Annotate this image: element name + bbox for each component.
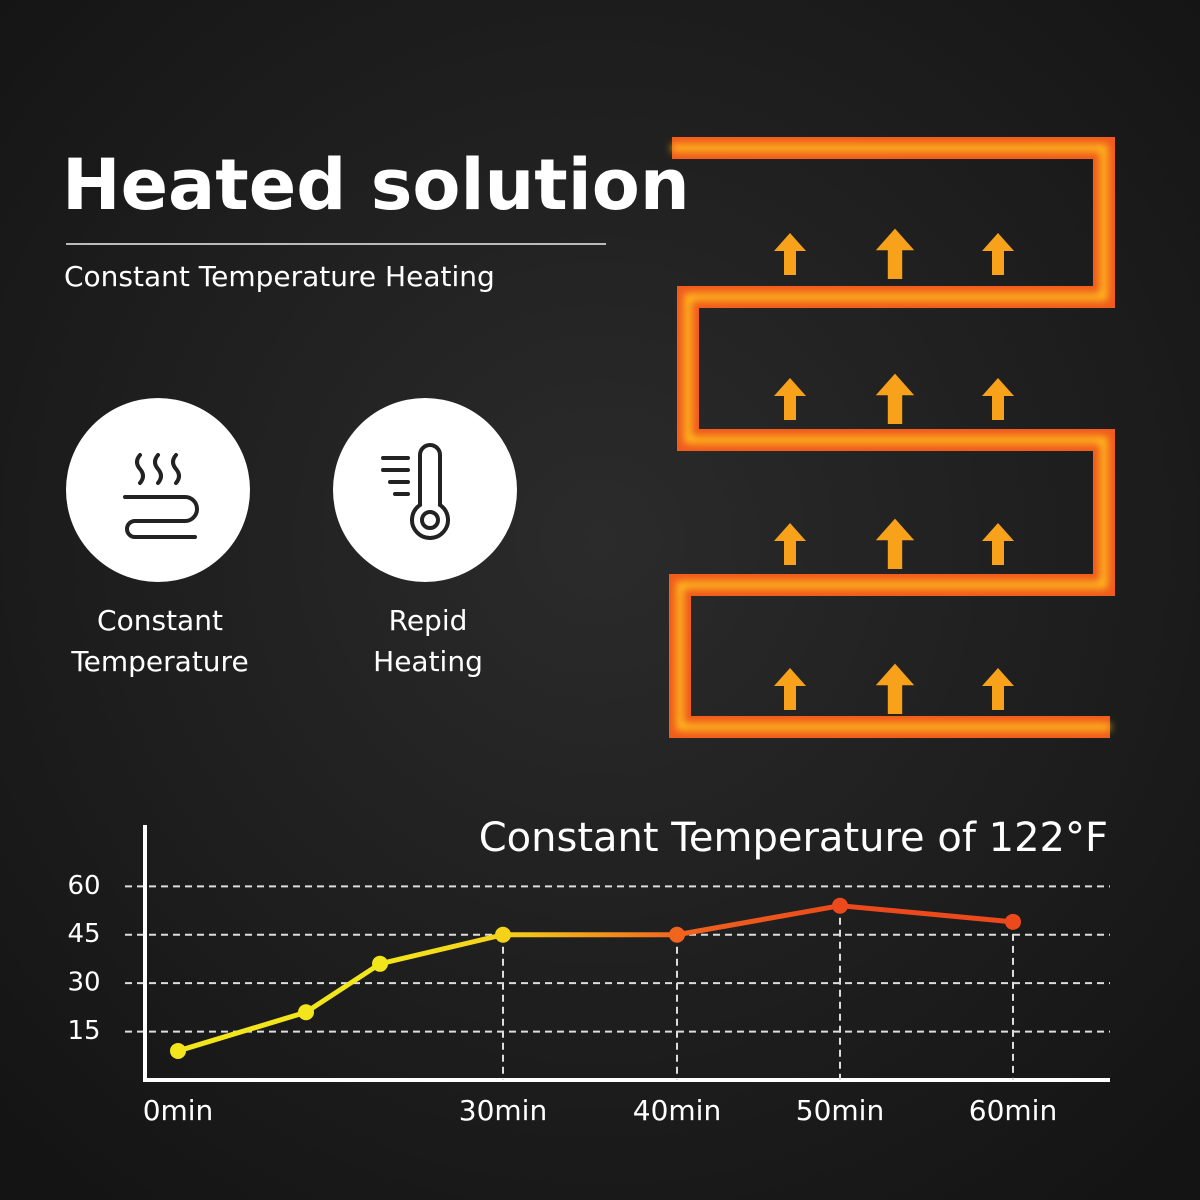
data-point xyxy=(170,1042,186,1059)
heat-arrow xyxy=(982,523,1014,565)
chart: 15 30 45 60 0min 30min 40min 50min 60min xyxy=(67,825,1110,1127)
heat-arrow xyxy=(982,668,1014,710)
heat-arrow xyxy=(774,523,806,565)
data-point xyxy=(495,926,511,943)
heat-arrow xyxy=(774,668,806,710)
x-tick-label: 0min xyxy=(143,1094,214,1127)
data-point xyxy=(832,897,848,914)
arrows xyxy=(774,228,1014,714)
feature-constant: Constant Temperature xyxy=(66,398,250,678)
feature-rapid: Repid Heating xyxy=(333,398,517,678)
x-tick-label: 40min xyxy=(633,1094,721,1127)
chart-title: Constant Temperature of 122°F xyxy=(479,815,1108,861)
feature-label: Heating xyxy=(373,645,483,678)
y-tick-label: 30 xyxy=(67,968,100,998)
icon-heat xyxy=(123,453,199,539)
feature-label: Repid xyxy=(389,604,468,637)
x-tick-label: 50min xyxy=(796,1094,884,1127)
line-segment xyxy=(304,961,382,1015)
feature-label: Constant xyxy=(97,604,223,637)
line-segment xyxy=(177,1009,307,1054)
data-point xyxy=(298,1004,314,1021)
title: Heated solution xyxy=(62,144,690,226)
data-point xyxy=(372,955,388,972)
heater-graphic xyxy=(669,137,1115,738)
heat-arrow xyxy=(982,378,1014,420)
heat-arrow xyxy=(875,373,915,424)
y-tick-label: 45 xyxy=(67,919,100,949)
heater-glow xyxy=(672,144,1110,731)
icon-circle xyxy=(66,398,250,582)
x-tick-label: 60min xyxy=(969,1094,1057,1127)
line-segment xyxy=(676,903,841,938)
y-tick-label: 60 xyxy=(67,871,100,901)
y-tick-label: 15 xyxy=(67,1016,100,1046)
line-segment xyxy=(379,932,504,967)
subtitle: Constant Temperature Heating xyxy=(64,260,495,293)
heat-arrow xyxy=(875,518,915,569)
x-tick-label: 30min xyxy=(459,1094,547,1127)
heat-arrow xyxy=(875,228,915,279)
heat-arrow xyxy=(982,233,1014,275)
heat-arrow xyxy=(774,378,806,420)
icon-circle xyxy=(333,398,517,582)
feature-label: Temperature xyxy=(70,645,248,678)
data-point xyxy=(669,926,685,943)
data-point xyxy=(1005,913,1021,930)
line-segment xyxy=(839,903,1014,925)
icon-thermometer xyxy=(381,443,450,540)
heat-arrow xyxy=(774,233,806,275)
heat-arrow xyxy=(875,663,915,714)
